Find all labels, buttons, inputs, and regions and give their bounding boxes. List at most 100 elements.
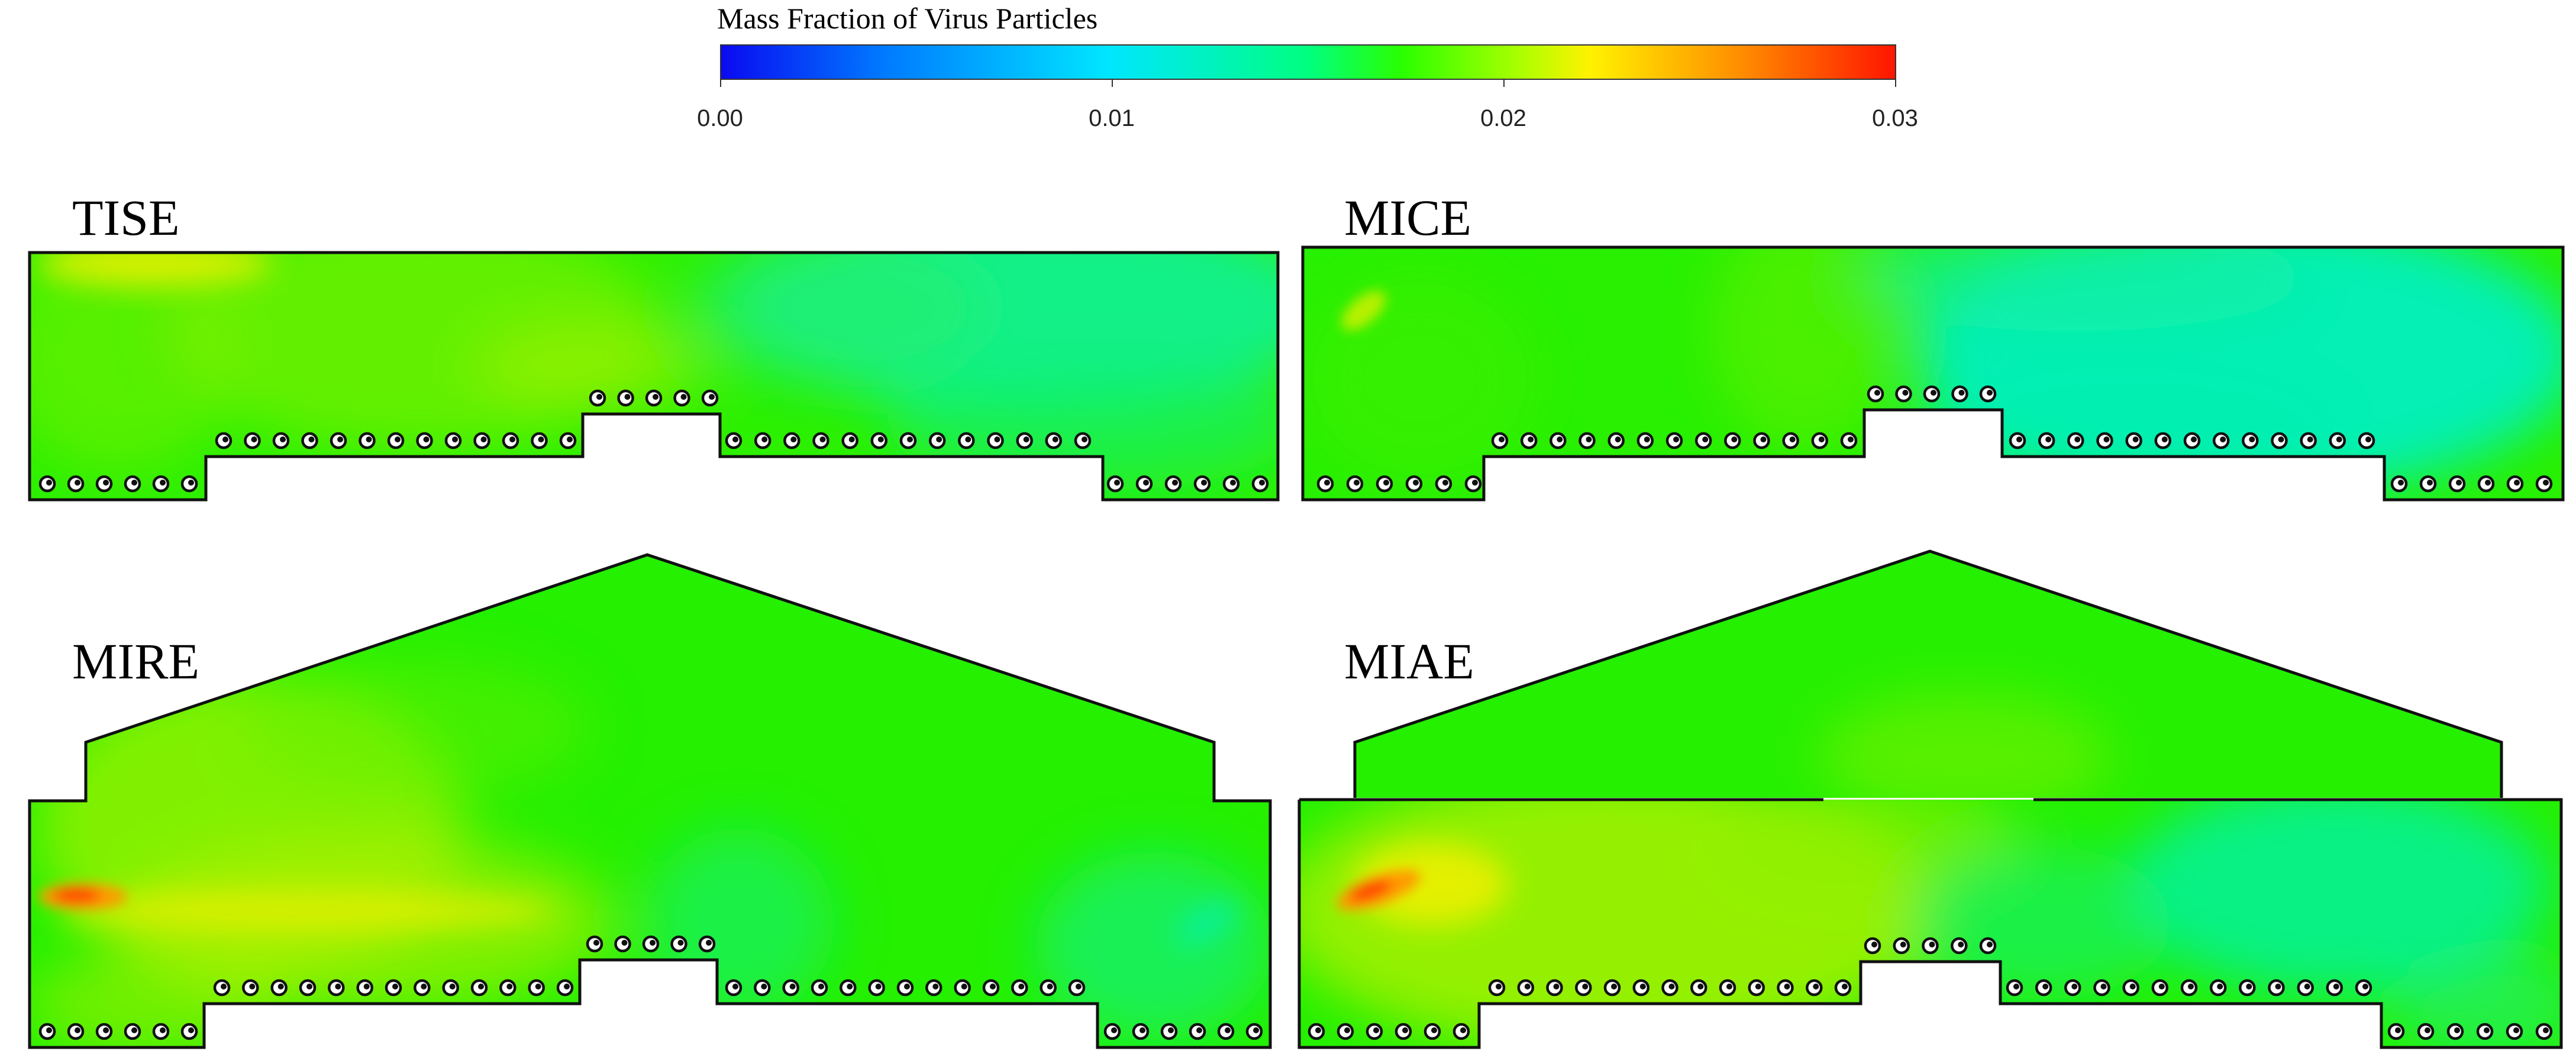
seat-marker-dot	[1196, 1027, 1202, 1033]
seat-marker-dot	[2336, 436, 2342, 442]
seat-marker-dot	[221, 984, 227, 989]
seat-marker-dot	[1413, 480, 1419, 486]
seat-marker-dot	[392, 984, 398, 989]
seat-marker-dot	[2398, 480, 2404, 486]
seat-marker-dot	[478, 984, 484, 989]
seat-marker-dot	[1201, 480, 1207, 486]
seat-marker-dot	[1225, 1027, 1231, 1033]
seat-marker-dot	[308, 436, 315, 442]
seat-marker-dot	[2454, 1027, 2460, 1033]
seat-marker-dot	[1052, 436, 1058, 442]
seat-marker-dot	[1496, 984, 1502, 989]
colorbar-tick-mark	[1895, 80, 1896, 87]
seat-marker-dot	[46, 480, 52, 486]
seat-marker-dot	[1673, 436, 1679, 442]
seat-marker-dot	[2129, 984, 2136, 989]
seat-marker-dot	[2543, 1027, 2549, 1033]
seat-marker-dot	[1702, 436, 1709, 442]
seat-marker-dot	[1018, 984, 1025, 989]
seat-marker-dot	[1871, 942, 1877, 947]
seat-marker-dot	[2016, 436, 2022, 442]
seat-marker-dot	[732, 436, 738, 442]
seat-marker-dot	[875, 984, 882, 989]
seat-marker-dot	[1639, 984, 1646, 989]
seat-marker-dot	[131, 480, 137, 486]
seat-marker-dot	[1557, 436, 1563, 442]
seat-marker-dot	[1958, 390, 1965, 396]
seat-marker-dot	[535, 984, 541, 989]
seat-marker-dot	[2013, 984, 2019, 989]
seat-marker-dot	[789, 984, 796, 989]
seat-marker-dot	[337, 436, 343, 442]
seat-marker-dot	[1818, 436, 1825, 442]
seat-marker-dot	[395, 436, 401, 442]
seat-marker-dot	[1755, 984, 1761, 989]
seat-marker-dot	[1354, 480, 1360, 486]
seat-marker-dot	[1582, 984, 1589, 989]
seat-marker-dot	[1528, 436, 1534, 442]
seat-marker-dot	[2045, 436, 2052, 442]
seat-marker-dot	[624, 394, 631, 400]
seat-marker-dot	[188, 1027, 194, 1033]
seat-marker-dot	[936, 436, 942, 442]
seat-marker-dot	[1373, 1027, 1379, 1033]
seat-marker-dot	[2132, 436, 2139, 442]
seat-marker-dot	[1023, 436, 1029, 442]
seat-marker-dot	[1076, 984, 1082, 989]
seat-marker-dot	[188, 480, 194, 486]
panel-tise-outline	[28, 251, 1280, 502]
seat-marker-dot	[75, 1027, 80, 1033]
seat-marker-dot	[2100, 984, 2107, 989]
seat-marker-dot	[1442, 480, 1448, 486]
seat-marker-dot	[790, 436, 797, 442]
seat-marker-dot	[1082, 436, 1087, 442]
seat-marker-dot	[1874, 390, 1880, 396]
colorbar-tick-mark	[720, 80, 721, 87]
seat-marker-dot	[2307, 436, 2313, 442]
seat-marker-dot	[1586, 436, 1592, 442]
seat-marker-dot	[2395, 1027, 2401, 1033]
seat-marker-dot	[75, 480, 80, 486]
seat-marker-dot	[1172, 480, 1178, 486]
seat-marker-dot	[1931, 390, 1936, 396]
seat-marker-dot	[335, 984, 341, 989]
seat-marker-dot	[46, 1027, 52, 1033]
seat-marker-dot	[819, 436, 826, 442]
seat-marker-dot	[677, 940, 684, 946]
seat-marker-dot	[2188, 984, 2194, 989]
seat-marker-dot	[1111, 1027, 1117, 1033]
seat-marker-dot	[1143, 480, 1149, 486]
seat-marker-dot	[1784, 984, 1790, 989]
seat-marker-dot	[2103, 436, 2110, 442]
seat-marker-dot	[961, 984, 967, 989]
seat-marker-dot	[1789, 436, 1796, 442]
seat-marker-dot	[2042, 984, 2049, 989]
seat-marker-dot	[363, 984, 370, 989]
seat-marker-dot	[1726, 984, 1732, 989]
seat-marker-dot	[1047, 984, 1053, 989]
seat-marker-dot	[904, 984, 910, 989]
seat-marker-dot	[2249, 436, 2255, 442]
panel-mire-outline	[28, 553, 1272, 1049]
seat-marker-dot	[131, 1027, 137, 1033]
colorbar	[720, 44, 1896, 80]
seat-marker-dot	[2158, 984, 2165, 989]
seat-marker-dot	[1611, 984, 1617, 989]
seat-marker-dot	[2365, 436, 2371, 442]
colorbar-tick-label: 0.01	[1089, 105, 1135, 131]
seat-marker-dot	[421, 984, 427, 989]
seat-marker-dot	[1114, 480, 1120, 486]
seat-marker-dot	[2514, 480, 2520, 486]
seat-marker-dot	[1472, 480, 1478, 486]
seat-marker-dot	[2485, 480, 2491, 486]
seat-marker-dot	[2278, 436, 2284, 442]
seat-marker-dot	[509, 436, 515, 442]
seat-marker-dot	[1139, 1027, 1145, 1033]
seat-markers	[38, 385, 2553, 1040]
seat-marker-dot	[2304, 984, 2310, 989]
colorbar-tick-mark	[1503, 80, 1505, 87]
seat-marker-dot	[653, 394, 658, 400]
seat-marker-dot	[423, 436, 430, 442]
seat-marker-dot	[1902, 390, 1909, 396]
